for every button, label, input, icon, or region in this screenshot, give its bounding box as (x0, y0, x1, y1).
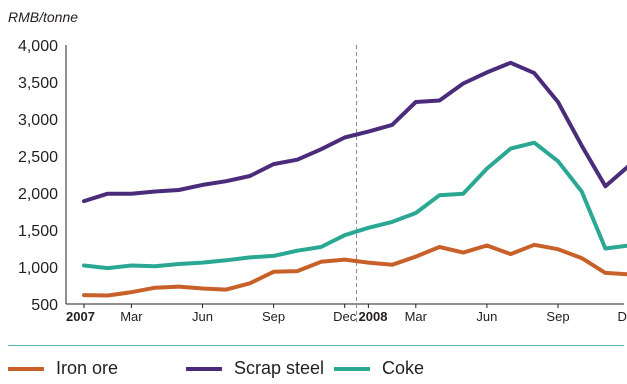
legend-label: Coke (382, 358, 425, 378)
y-tick-label: 2,000 (18, 186, 58, 203)
legend-label: Scrap steel (234, 358, 325, 378)
x-tick-label: Dec (618, 309, 627, 324)
x-tick-label: 2008 (359, 309, 388, 324)
series-line-scrap-steel (82, 60, 627, 204)
y-tick-label: 3,000 (18, 112, 58, 129)
legend-swatch (186, 366, 222, 371)
y-tick-label: 500 (31, 297, 58, 314)
legend: Iron ore Scrap steel Coke (0, 358, 627, 384)
legend-swatch (8, 366, 44, 371)
y-tick-label: 4,000 (18, 38, 58, 55)
series-line-iron-ore (82, 242, 627, 298)
series-lines (82, 60, 627, 298)
y-tick-label: 1,500 (18, 223, 58, 240)
y-axis-unit-label: RMB/tonne (8, 9, 78, 25)
legend-swatch (334, 366, 370, 371)
x-tick-label: Sep (262, 309, 285, 324)
legend-label: Iron ore (56, 358, 119, 378)
legend-item-iron-ore: Iron ore (8, 358, 118, 379)
x-tick-label: Mar (120, 309, 143, 324)
legend-item-scrap-steel: Scrap steel (186, 358, 324, 379)
y-tick-label: 3,500 (18, 75, 58, 92)
series-line-coke (82, 140, 627, 271)
y-tick-label: 2,500 (18, 149, 58, 166)
x-axis-ticks: 2007MarJunSepDec2008MarJunSepDec (66, 304, 627, 324)
line-chart: RMB/tonne 500 1,000 1,500 2,000 2,500 3,000 3,… (8, 9, 627, 324)
legend-item-coke: Coke (334, 358, 424, 379)
x-tick-label: Mar (405, 309, 428, 324)
x-tick-label: Sep (546, 309, 569, 324)
y-axis-ticks: 500 1,000 1,500 2,000 2,500 3,000 3,500 4,000 (18, 38, 58, 314)
x-tick-label: Jun (192, 309, 213, 324)
x-tick-label: Jun (476, 309, 497, 324)
legend-divider (8, 345, 624, 346)
x-tick-label: 2007 (66, 309, 95, 324)
y-tick-label: 1,000 (18, 260, 58, 277)
x-tick-label: Dec (333, 309, 357, 324)
